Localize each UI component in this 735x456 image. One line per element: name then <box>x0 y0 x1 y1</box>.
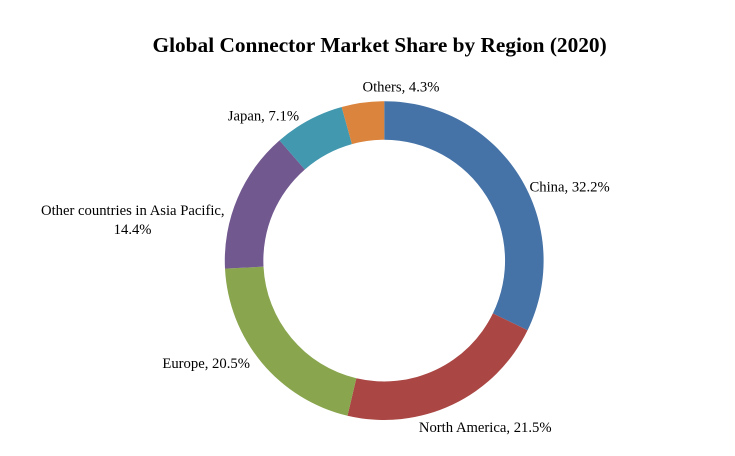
svg-text:North America, 21.5%: North America, 21.5% <box>419 420 552 436</box>
svg-text:Europe, 20.5%: Europe, 20.5% <box>162 356 250 372</box>
svg-text:China, 32.2%: China, 32.2% <box>530 180 610 196</box>
svg-text:Global Connector Market Share: Global Connector Market Share by Region … <box>152 33 606 57</box>
svg-text:14.4%: 14.4% <box>114 222 152 238</box>
svg-text:Others, 4.3%: Others, 4.3% <box>363 79 440 95</box>
svg-text:Other countries in Asia Pacifi: Other countries in Asia Pacific, <box>41 203 225 219</box>
svg-text:Japan, 7.1%: Japan, 7.1% <box>228 108 299 124</box>
